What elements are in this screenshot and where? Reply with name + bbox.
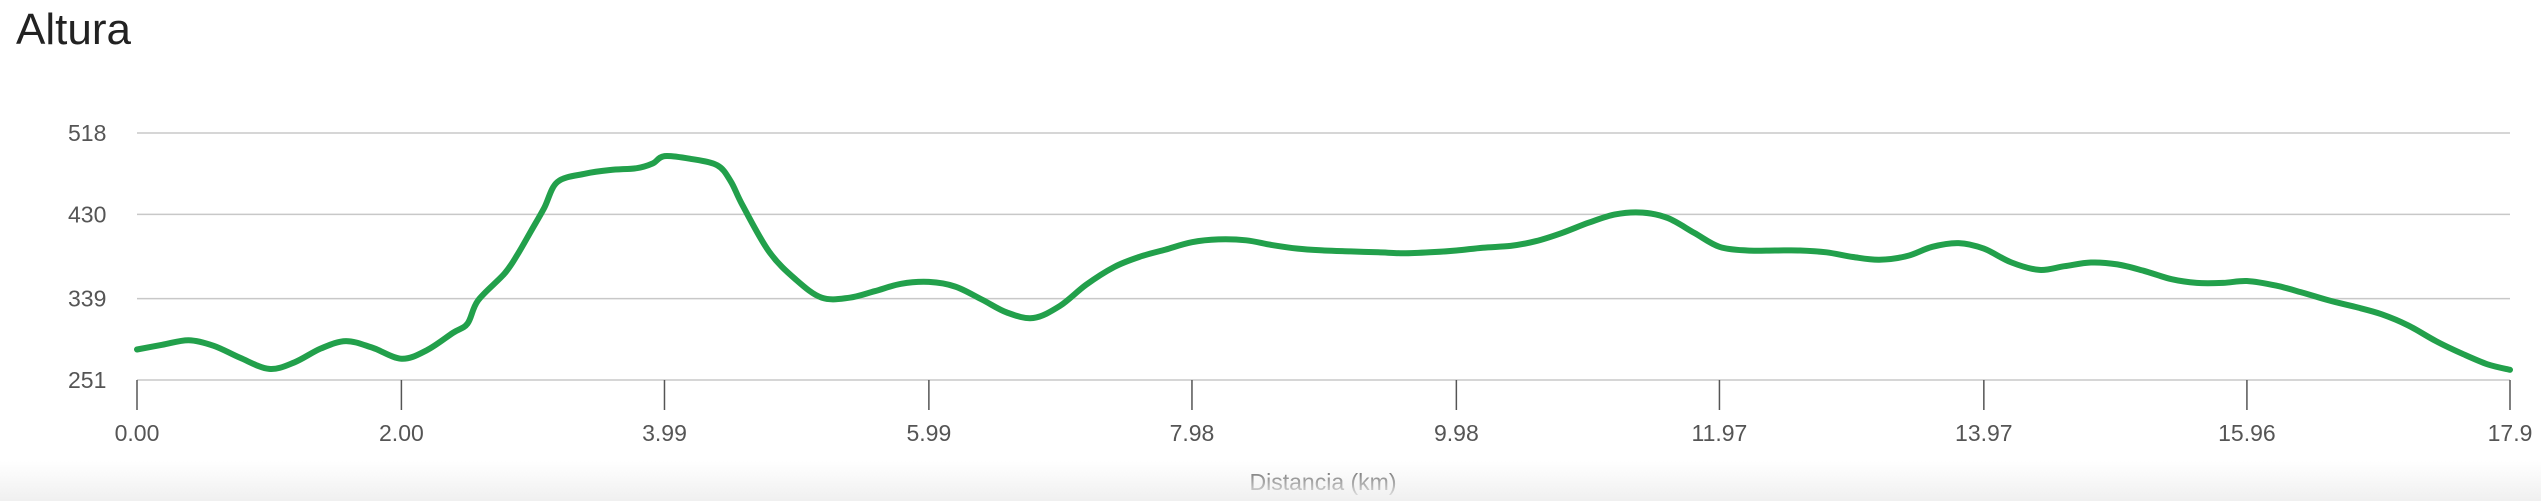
series-layer xyxy=(134,152,2513,373)
x-tick-label: 7.98 xyxy=(1170,420,1215,446)
x-tick-label: 9.98 xyxy=(1434,420,1479,446)
x-tick-label: 11.97 xyxy=(1692,420,1748,446)
chart-title: Altura xyxy=(16,5,131,54)
x-axis xyxy=(136,379,2511,410)
x-axis-tick-labels: 0.00 2.00 3.99 5.99 7.98 9.98 11.97 13.97 15.96 1… xyxy=(115,420,2533,446)
y-axis-tick-labels: 251 339 430 518 xyxy=(68,120,106,393)
x-tick-label: 3.99 xyxy=(642,420,687,446)
x-tick-label: 15.96 xyxy=(2218,420,2276,446)
x-tick-label: 2.00 xyxy=(379,420,424,446)
x-tick-label: 17.9 xyxy=(2488,420,2533,446)
x-tick-label: 0.00 xyxy=(115,420,160,446)
y-tick-label: 518 xyxy=(68,120,106,146)
grid-lines xyxy=(137,132,2510,300)
y-tick-label: 430 xyxy=(68,201,106,227)
y-tick-label: 339 xyxy=(68,286,106,312)
x-tick-label: 5.99 xyxy=(906,420,951,446)
x-axis-title: Distancia (km) xyxy=(1250,469,1397,495)
y-tick-label: 251 xyxy=(68,367,106,393)
elevation-line xyxy=(134,152,2513,373)
x-tick-label: 13.97 xyxy=(1955,420,2013,446)
